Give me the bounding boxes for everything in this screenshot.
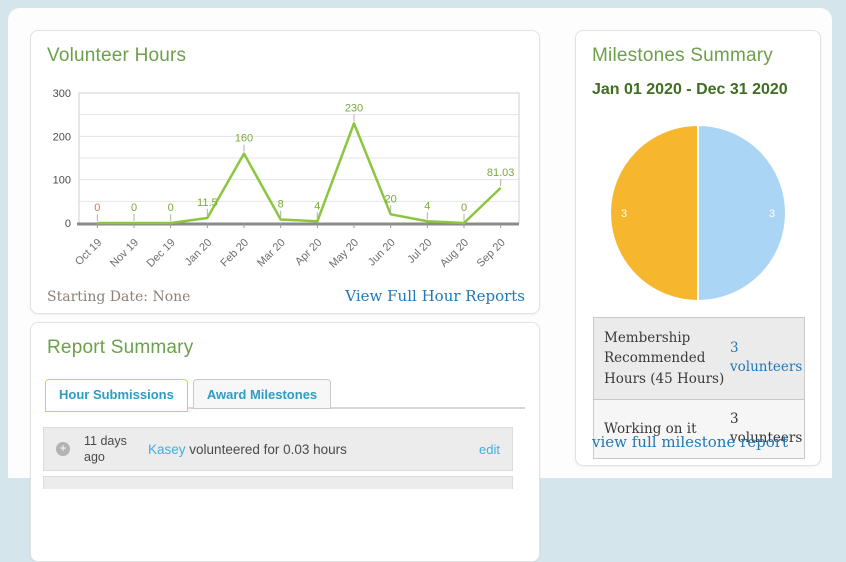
- submission-time: 11 days ago: [84, 433, 127, 464]
- x-axis-tick-label: Feb 20: [218, 237, 251, 270]
- view-full-hour-reports-link[interactable]: View Full Hour Reports: [345, 287, 525, 305]
- volunteer-hours-series-line: [97, 122, 502, 225]
- y-axis-tick-label: 200: [53, 131, 71, 143]
- tab-hour-submissions[interactable]: Hour Submissions: [45, 379, 188, 412]
- milestones-summary-title: Milestones Summary: [592, 45, 773, 66]
- milestone-table-row: Working on it 3 volunteers: [594, 398, 804, 458]
- data-point-label: 0: [168, 202, 174, 214]
- data-point-label: 8: [278, 199, 284, 211]
- chart-footer: Starting Date: None View Full Hour Repor…: [47, 287, 525, 305]
- volunteer-name-link[interactable]: Kasey: [148, 441, 186, 457]
- milestones-table: Membership Recommended Hours (45 Hours) 3…: [593, 317, 805, 459]
- tab-award-milestones[interactable]: Award Milestones: [192, 379, 332, 409]
- data-point-label: 11.5: [197, 197, 218, 209]
- milestone-label: Working on it: [604, 420, 697, 437]
- report-tabs: Hour Submissions Award Milestones: [45, 379, 525, 412]
- x-axis-tick-label: Mar 20: [255, 237, 288, 270]
- milestone-volunteers-link[interactable]: 3 volunteers: [730, 340, 803, 376]
- expand-plus-icon[interactable]: +: [56, 442, 70, 456]
- pie-slice[interactable]: [697, 123, 787, 303]
- milestone-volunteers-value: 3 volunteers: [730, 410, 803, 446]
- volunteer-hours-card: Volunteer Hours 0 100 200 300 Oct 19 Nov 19 De…: [30, 30, 540, 314]
- view-full-milestone-report-link[interactable]: view full milestone report: [592, 433, 788, 451]
- y-axis-tick-label: 0: [65, 218, 71, 230]
- volunteer-hours-title: Volunteer Hours: [47, 45, 187, 66]
- x-axis-tick-label: Oct 19: [73, 237, 104, 268]
- submission-message: Kasey volunteered for 0.03 hours: [148, 442, 479, 457]
- data-point-label: 230: [345, 102, 363, 114]
- submission-text: volunteered for 0.03 hours: [189, 441, 347, 457]
- milestones-date-range: Jan 01 2020 - Dec 31 2020: [592, 81, 788, 98]
- x-axis-tick-label: Sep 20: [475, 237, 508, 270]
- starting-date-label: Starting Date: None: [47, 289, 191, 305]
- x-axis-tick-label: Jun 20: [366, 237, 398, 269]
- edit-link[interactable]: edit: [479, 441, 500, 457]
- pie-slice-label: 3: [769, 208, 775, 220]
- x-axis-tick-label: Jan 20: [183, 237, 215, 269]
- data-point-label: 0: [461, 202, 467, 214]
- data-point-label: 0: [94, 202, 100, 214]
- pie-slice-label: 3: [621, 208, 627, 220]
- hour-submissions-list: +11 days ago Kasey volunteered for 0.03 h…: [43, 427, 513, 489]
- milestone-table-row: Membership Recommended Hours (45 Hours) 3…: [594, 318, 804, 399]
- x-axis-tick-label: May 20: [327, 237, 361, 271]
- page-content: Volunteer Hours 0 100 200 300 Oct 19 Nov 19 De…: [8, 8, 832, 562]
- data-point-label: 0: [131, 202, 137, 214]
- x-axis-tick-label: Jul 20: [405, 237, 434, 266]
- report-summary-card: Report Summary Hour Submissions Award Mil…: [30, 322, 540, 562]
- milestone-label: Membership Recommended Hours (45 Hours): [604, 330, 725, 387]
- pie-slice[interactable]: [609, 123, 699, 303]
- y-axis-tick-label: 300: [53, 88, 71, 100]
- data-point-label: 4: [424, 200, 430, 212]
- x-axis-tick-label: Apr 20: [293, 237, 324, 268]
- data-point-label: 160: [235, 133, 253, 145]
- x-axis-tick-label: Dec 19: [145, 237, 178, 270]
- data-point-label: 4: [314, 200, 320, 212]
- hour-submission-row: +11 days ago Kasey volunteered for 0.03 h…: [43, 427, 513, 471]
- data-point-label: 81.03: [487, 167, 515, 179]
- x-axis-tick-label: Aug 20: [438, 237, 471, 270]
- milestones-summary-card: Milestones Summary Jan 01 2020 - Dec 31 …: [575, 30, 821, 466]
- report-summary-title: Report Summary: [47, 337, 194, 358]
- data-point-label: 20: [385, 193, 397, 205]
- x-axis-tick-label: Nov 19: [108, 237, 141, 270]
- y-axis-tick-label: 100: [53, 175, 71, 187]
